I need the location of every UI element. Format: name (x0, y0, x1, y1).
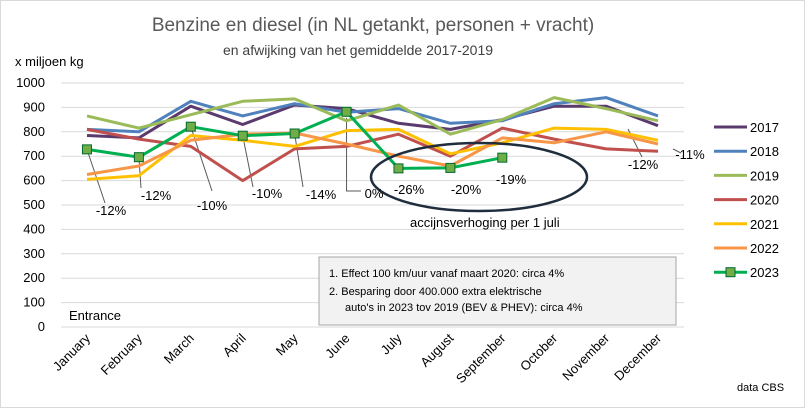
annotation-leader-lines (86, 117, 682, 204)
series-lines (86, 96, 659, 183)
y-tick-0: 0 (38, 319, 45, 334)
annotation-4: -10% (252, 186, 283, 201)
callout-text: accijnsverhoging per 1 juli (410, 215, 560, 230)
y-tick-600: 600 (23, 173, 45, 188)
legend-label-2022: 2022 (750, 241, 779, 256)
annotation-2: -12% (141, 188, 172, 203)
leader-line-4 (242, 135, 254, 188)
marker-2023-september (497, 152, 508, 163)
annotation-3: -10% (197, 198, 228, 213)
legend-marker-2023 (725, 267, 736, 278)
series-markers (81, 106, 508, 174)
x-tick-september: September (453, 330, 509, 386)
corner-label: Entrance (69, 308, 121, 323)
leader-line-2 (138, 157, 142, 189)
callout-ellipse (369, 141, 589, 213)
note-line-3: auto's in 2023 tov 2019 (BEV & PHEV): ci… (345, 302, 583, 314)
x-tick-labels: January February March April May June July Augu… (50, 330, 665, 386)
x-tick-february: February (98, 330, 146, 378)
x-tick-october: October (517, 330, 561, 374)
annotation-10: -12% (628, 157, 659, 172)
x-tick-december: December (611, 330, 664, 383)
leader-line-1 (86, 149, 106, 204)
annotation-8: -20% (451, 182, 482, 197)
y-tick-900: 900 (23, 99, 45, 114)
note-line-2: 2. Besparing door 400.000 extra elektris… (329, 286, 542, 298)
x-tick-november: November (559, 330, 612, 383)
source-label: data CBS (737, 382, 784, 394)
y-tick-700: 700 (23, 148, 45, 163)
deviation-annotations: -12% -12% -10% -10% -14% 0% -26% -20% -19% -12% -1… (96, 147, 705, 218)
y-tick-400: 400 (23, 221, 45, 236)
leader-line-11 (672, 148, 682, 154)
y-tick-500: 500 (23, 197, 45, 212)
y-tick-100: 100 (23, 295, 45, 310)
x-tick-april: April (220, 330, 249, 359)
annotation-11: -11% (675, 147, 705, 162)
y-tick-1000: 1000 (16, 75, 45, 90)
marker-2023-june (341, 106, 352, 117)
annotation-9: -19% (496, 172, 527, 187)
legend-label-2018: 2018 (750, 144, 779, 159)
x-tick-march: March (161, 331, 197, 367)
series-line-2017 (86, 103, 659, 140)
marker-2023-august (445, 162, 456, 173)
y-tick-800: 800 (23, 124, 45, 139)
annotation-1: -12% (96, 203, 127, 218)
legend-label-2019: 2019 (750, 168, 779, 183)
leader-line-6 (346, 117, 361, 192)
x-tick-june: June (322, 331, 353, 362)
leader-line-5 (294, 133, 304, 188)
annotation-6: 0% (365, 186, 384, 201)
marker-2023-may (289, 128, 300, 139)
leader-line-3 (190, 126, 213, 192)
marker-2023-january (81, 144, 92, 155)
notes-box (318, 256, 677, 326)
y-tick-labels: 0 100 200 300 400 500 600 700 800 900 1000 (16, 75, 45, 334)
annotation-5: -14% (306, 187, 337, 202)
legend-label-2023: 2023 (750, 265, 779, 280)
series-line-2022 (86, 130, 659, 176)
x-tick-may: May (273, 330, 301, 358)
series-line-2021 (86, 126, 659, 181)
note-line-1: 1. Effect 100 km/uur vanaf maart 2020: c… (329, 268, 564, 280)
series-line-2019 (86, 96, 659, 136)
marker-2023-march (185, 121, 196, 132)
series-line-2018 (86, 96, 659, 134)
chart-title: Benzine en diesel (in NL getankt, person… (152, 15, 594, 36)
marker-2023-april (237, 130, 248, 141)
x-tick-january: January (50, 330, 94, 374)
y-tick-200: 200 (23, 270, 45, 285)
legend-label-2020: 2020 (750, 193, 779, 208)
chart-subtitle: en afwijking van het gemiddelde 2017-201… (223, 42, 493, 58)
legend-label-2021: 2021 (750, 217, 779, 232)
x-tick-august: August (417, 330, 456, 369)
legend: 2017 2018 2019 2020 2021 2022 2023 (714, 120, 779, 280)
y-tick-300: 300 (23, 246, 45, 261)
y-axis-label: x miljoen kg (15, 54, 84, 69)
marker-2023-february (133, 152, 144, 163)
legend-label-2017: 2017 (750, 120, 779, 135)
annotation-7: -26% (394, 182, 425, 197)
x-tick-july: July (378, 330, 405, 357)
marker-2023-july (393, 163, 404, 174)
